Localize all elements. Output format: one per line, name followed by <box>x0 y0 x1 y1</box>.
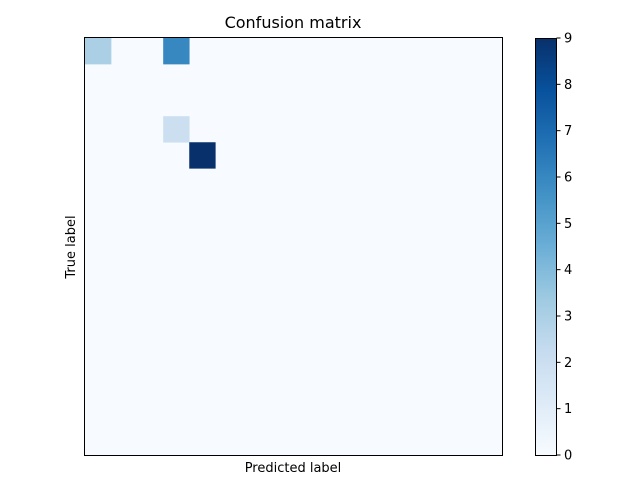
matrix-background <box>85 38 502 455</box>
matrix-cell <box>189 142 216 169</box>
colorbar-tick-label: 4 <box>564 263 572 278</box>
colorbar-tick-label: 8 <box>564 78 572 93</box>
colorbar-gradient <box>535 38 556 455</box>
matrix-cell <box>163 38 190 65</box>
matrix-frame <box>84 37 503 456</box>
colorbar-tick-label: 2 <box>564 356 572 371</box>
colorbar-tick-label: 1 <box>564 402 572 417</box>
matrix-zero-fill <box>85 38 502 455</box>
x-axis-label: Predicted label <box>245 461 342 476</box>
y-axis-label: True label <box>64 215 79 279</box>
colorbar-tick-label: 3 <box>564 310 572 325</box>
colorbar-frame <box>535 38 557 456</box>
matrix-cells <box>85 38 216 169</box>
chart-title: Confusion matrix <box>225 13 362 32</box>
matrix-cell <box>85 38 112 65</box>
colorbar-tick-label: 9 <box>564 32 572 47</box>
colorbar-tick-label: 7 <box>564 124 572 139</box>
colorbar-tick-label: 5 <box>564 217 572 232</box>
colorbar-tick-label: 6 <box>564 171 572 186</box>
colorbar-tick-label: 0 <box>564 449 572 464</box>
colorbar: 0 1 2 3 4 5 6 7 8 9 <box>535 32 572 464</box>
matrix-cell <box>163 116 190 143</box>
